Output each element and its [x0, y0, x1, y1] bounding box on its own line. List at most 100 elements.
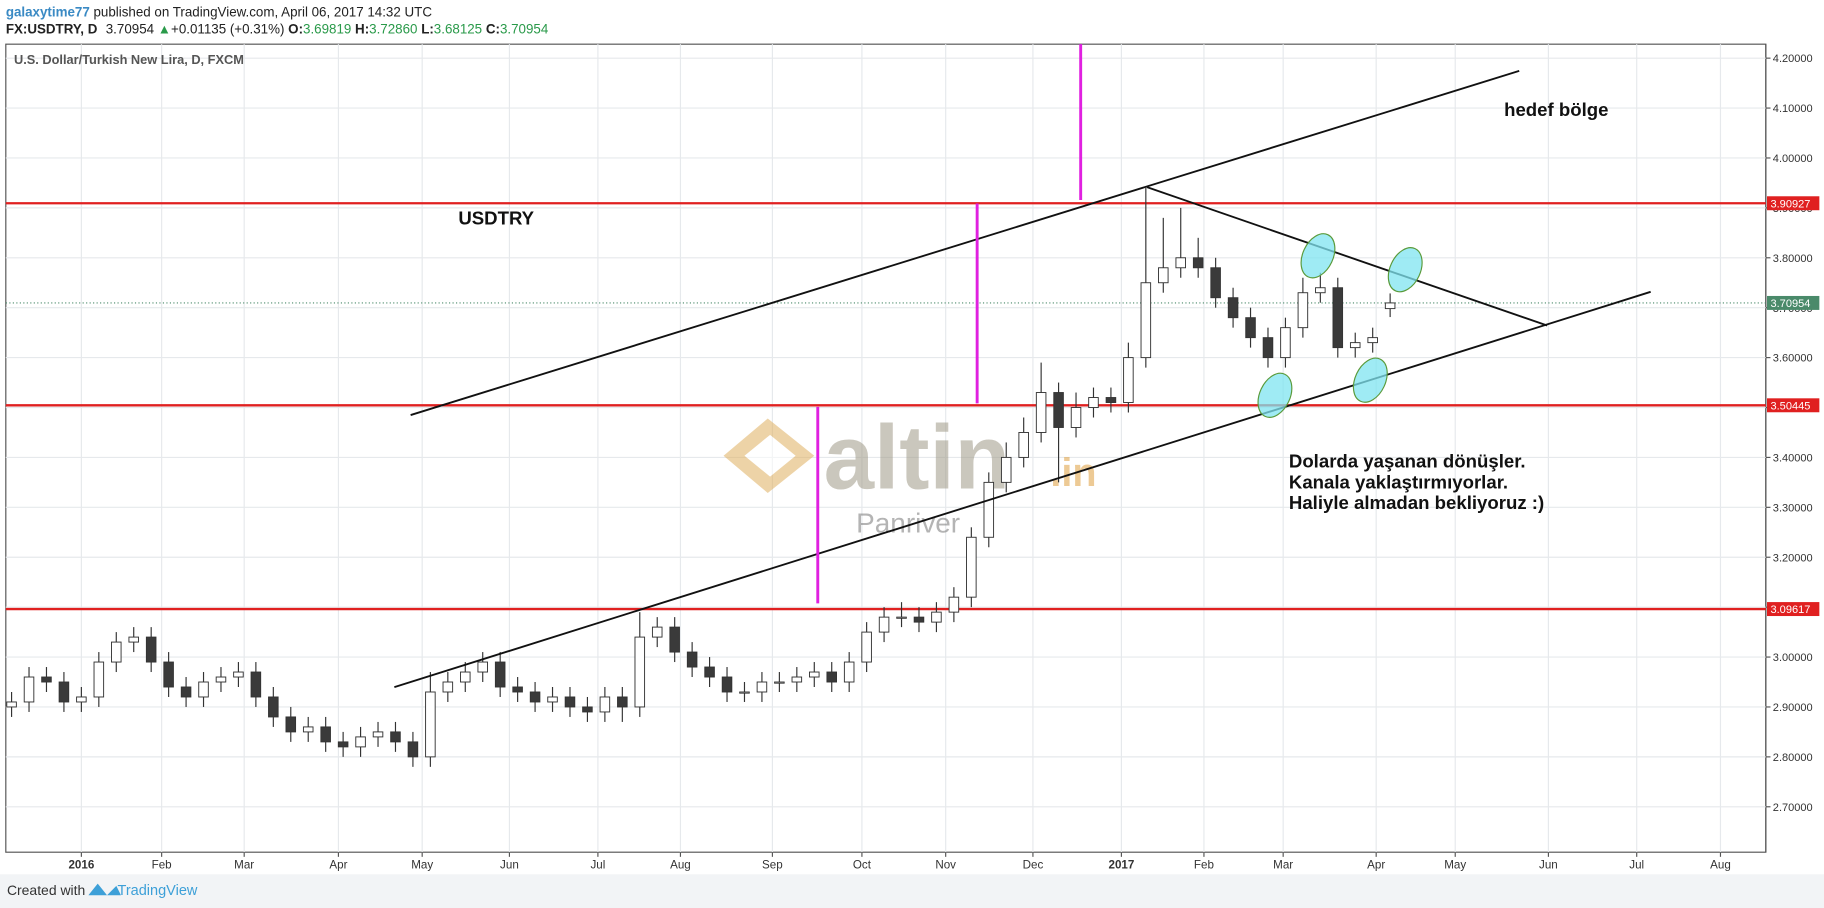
price-flag-label: 3.70954	[1770, 298, 1810, 310]
candle-body	[198, 681, 209, 698]
candle-body	[407, 741, 419, 758]
candle-body	[582, 706, 593, 713]
candle-body	[302, 726, 314, 733]
channel-lower	[394, 290, 1651, 688]
y-tick-label: 4.10000	[1773, 103, 1813, 115]
candle-body	[76, 696, 87, 703]
watermark-author: Panriver	[856, 507, 960, 538]
candle-body	[494, 661, 506, 688]
x-tick-label: Mar	[234, 858, 254, 871]
candle-body	[320, 726, 331, 743]
candle-body	[669, 626, 680, 653]
y-tick-label: 3.30000	[1773, 502, 1813, 514]
candle-body	[1280, 327, 1291, 359]
price-flag	[1767, 295, 1820, 310]
candle-body	[617, 696, 628, 708]
y-tick-label: 3.80000	[1773, 253, 1813, 265]
candle-body	[1070, 407, 1082, 428]
x-tick-label: Aug	[1710, 858, 1731, 871]
footer-brand[interactable]: TradingView	[117, 883, 197, 899]
candle-body	[966, 536, 977, 598]
price-flag-label: 3.09617	[1770, 604, 1810, 616]
x-tick-label: Dec	[1023, 858, 1044, 871]
candle-body	[634, 636, 646, 708]
candle-body	[1262, 337, 1274, 359]
highlight	[1352, 357, 1388, 403]
highlight	[1387, 247, 1423, 293]
chart-title: U.S. Dollar/Turkish New Lira, D, FXCM	[14, 52, 244, 67]
annotation: Kanala yaklaştırmıyorlar.	[1289, 471, 1508, 492]
y-tick-label: 2.80000	[1773, 752, 1813, 764]
descending-line	[1146, 186, 1548, 327]
candle-body	[774, 681, 785, 684]
published: published on TradingView.com, April 06, …	[93, 4, 432, 19]
candle-body	[686, 651, 698, 668]
candle-body	[1367, 337, 1378, 344]
candle-body	[704, 666, 715, 678]
x-tick-label: Jul	[1629, 858, 1644, 871]
x-tick-label: Feb	[1194, 858, 1214, 871]
candle-body	[878, 616, 890, 633]
x-tick-label: Feb	[152, 858, 172, 871]
candle-body	[1088, 397, 1099, 408]
candle-body	[163, 661, 174, 688]
x-tick-label: Jun	[1539, 858, 1558, 871]
price-flag	[1767, 602, 1820, 617]
watermark-brand: altin	[824, 407, 1010, 508]
candle-body	[1053, 392, 1064, 428]
candle-body	[128, 636, 139, 643]
plot-area	[5, 43, 1767, 853]
h-value: 3.72860	[369, 22, 417, 37]
candle-body	[477, 661, 488, 673]
candle-body	[215, 676, 227, 683]
author[interactable]: galaxytime77	[6, 4, 90, 19]
candle-body	[1140, 282, 1152, 359]
c-label: C:	[486, 22, 500, 37]
y-tick-label: 3.60000	[1773, 353, 1813, 365]
candle-body	[1332, 287, 1344, 349]
x-tick-label: Mar	[1273, 858, 1293, 871]
candle-body	[599, 696, 611, 713]
last: 3.70954	[106, 22, 155, 37]
c-value: 3.70954	[500, 22, 549, 37]
footer-logo	[88, 883, 121, 896]
candle-body	[1175, 257, 1186, 269]
candle-body	[739, 691, 750, 694]
x-tick-label: 2016	[68, 858, 94, 871]
grid	[5, 44, 1766, 853]
annotation: hedef bölge	[1504, 99, 1608, 120]
candle-body	[826, 671, 837, 683]
y-tick-label: 2.70000	[1773, 802, 1813, 814]
candle-body	[285, 716, 297, 733]
candle-body	[756, 681, 768, 693]
candle-body	[948, 596, 960, 613]
candle-body	[1158, 267, 1169, 284]
axes: 2.700002.800002.900003.000003.100003.200…	[68, 53, 1820, 871]
footer-created: Created with	[7, 882, 85, 898]
candle-body	[1000, 456, 1012, 483]
candle-body	[1210, 267, 1221, 299]
candle-body	[111, 641, 122, 663]
l-value: 3.68125	[434, 22, 482, 37]
header-line-2: FX:USDTRY, D 3.70954 ▲+0.01135 (+0.31%) …	[6, 22, 549, 37]
price-flag	[1767, 196, 1820, 211]
channel-upper	[410, 70, 1520, 416]
x-tick-label: 2017	[1108, 858, 1134, 871]
candle-body	[843, 661, 855, 683]
candle-body	[861, 631, 872, 663]
x-tick-label: Jul	[590, 858, 605, 871]
candle-body	[6, 701, 17, 708]
candle-body	[1384, 302, 1396, 310]
levels	[5, 202, 1766, 611]
x-tick-label: Oct	[853, 858, 872, 871]
change: +0.01135 (+0.31%)	[171, 22, 284, 37]
candle-body	[250, 671, 262, 698]
candle-body	[1227, 297, 1239, 319]
candle-body	[1297, 292, 1309, 329]
candle-body	[931, 611, 942, 623]
y-tick-label: 3.00000	[1773, 652, 1813, 664]
x-tick-label: May	[1444, 858, 1466, 871]
candle-body	[41, 676, 52, 683]
candle-body	[180, 686, 192, 698]
